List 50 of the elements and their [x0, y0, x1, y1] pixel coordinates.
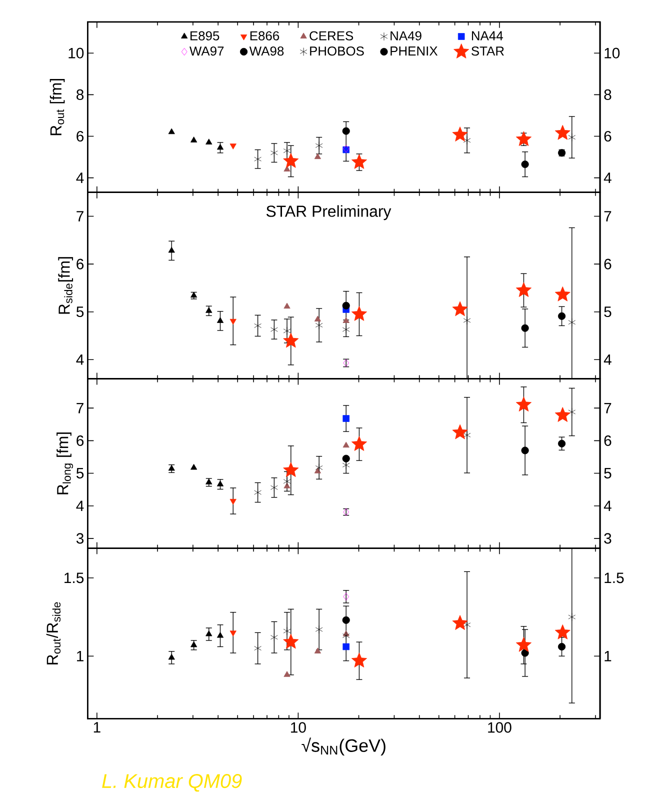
y2-tick-label: 8	[604, 89, 612, 100]
y2-tick-label: 4	[604, 500, 612, 511]
y2-tick-label: 3	[604, 533, 612, 544]
x-tick-label: 10	[291, 722, 306, 733]
y-tick-label: 6	[76, 435, 84, 446]
y2-tick-label: 4	[604, 172, 612, 183]
annotation: STAR Preliminary	[266, 205, 392, 220]
legend-label: E866	[250, 31, 280, 40]
y-tick-label: 8	[76, 89, 84, 100]
y-tick-label: 1	[77, 650, 84, 662]
y2-tick-label: 6	[604, 130, 612, 142]
y2-tick-label: 10	[604, 48, 620, 58]
y-tick-label: 7	[76, 211, 84, 222]
legend-label: WA97	[190, 46, 224, 56]
y-tick-label: 6	[76, 258, 84, 270]
y2-tick-label: 6	[604, 258, 612, 270]
y-axis-title: R$_{long}$ [fm]	[56, 432, 74, 494]
y-axis-title: R$_{side}$[fm]	[58, 257, 74, 314]
y2-tick-label: 5	[604, 306, 612, 318]
y-tick-label: 5	[76, 306, 84, 318]
y2-tick-label: 1.5	[604, 572, 624, 584]
legend-label: E895	[190, 31, 220, 40]
y-tick-label: 7	[76, 402, 84, 414]
x-tick-label: 100	[488, 722, 512, 733]
y-tick-label: 5	[76, 468, 84, 478]
y2-tick-label: 5	[604, 468, 612, 478]
y2-tick-label: 6	[604, 435, 612, 446]
y2-tick-label: 4	[604, 354, 612, 365]
y-tick-label: 4	[76, 172, 84, 183]
y2-tick-label: 1	[604, 650, 612, 662]
text: L. Kumar QM09	[102, 774, 242, 792]
y-tick-label: 10	[68, 48, 84, 58]
legend-label: CERES	[310, 31, 354, 40]
y-tick-label: 4	[76, 500, 84, 511]
legend-label: STAR	[472, 46, 504, 56]
x-axis-title: √s$_{NN}$(GeV)	[302, 738, 386, 756]
legend-label: PHOBOS	[310, 46, 364, 56]
y-tick-label: 1.5	[64, 572, 84, 584]
y-axis-title: R$_{out}$ [fm]	[50, 79, 65, 136]
y-tick-label: 4	[76, 354, 84, 365]
y2-tick-label: 7	[604, 211, 612, 222]
y-axis-title: R$_{out}$/R$_{side}$	[46, 602, 61, 664]
legend-label: PHENIX	[390, 46, 438, 56]
y-tick-label: 3	[76, 533, 84, 544]
y2-tick-label: 7	[604, 402, 612, 414]
legend-label: WA98	[249, 46, 284, 56]
x-tick-label: 1	[94, 722, 100, 732]
legend-label: NA44	[472, 31, 504, 40]
legend-label: NA49	[390, 31, 422, 40]
y-tick-label: 6	[76, 130, 84, 142]
